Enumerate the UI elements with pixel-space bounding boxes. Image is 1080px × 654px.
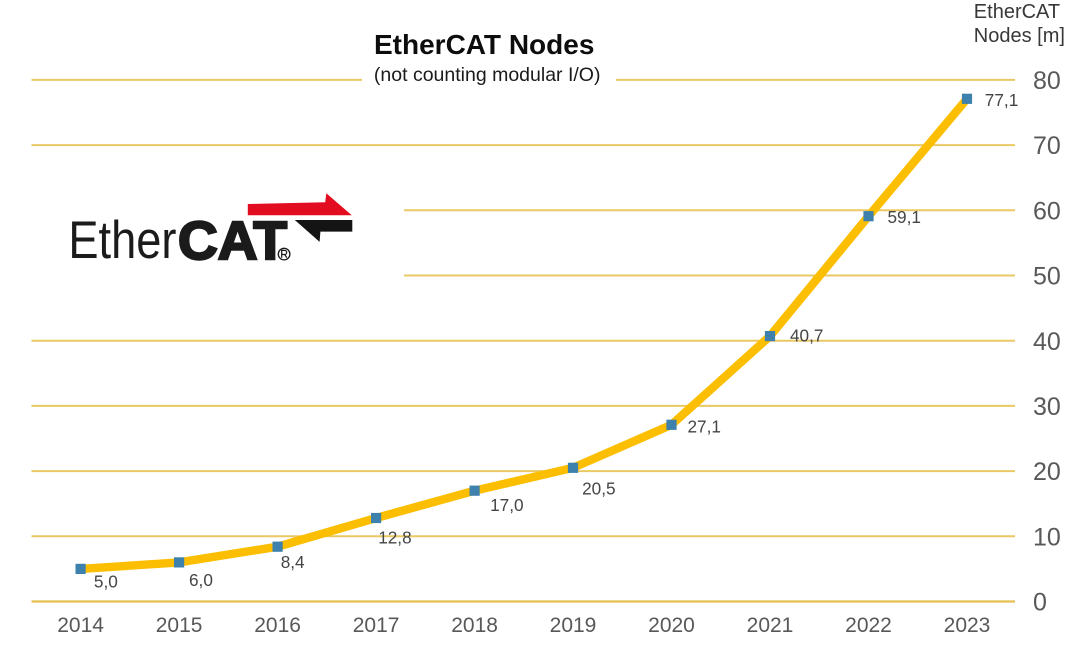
svg-text:40,7: 40,7 (790, 326, 823, 346)
svg-text:40: 40 (1033, 328, 1061, 356)
svg-text:EtherCAT: EtherCAT (974, 1, 1060, 23)
svg-text:77,1: 77,1 (985, 90, 1018, 110)
svg-text:CAT: CAT (178, 211, 287, 271)
svg-text:(not counting modular I/O): (not counting modular I/O) (374, 64, 601, 86)
svg-text:2014: 2014 (57, 614, 104, 637)
svg-text:60: 60 (1033, 197, 1061, 225)
svg-text:50: 50 (1033, 263, 1061, 291)
svg-text:30: 30 (1033, 393, 1061, 421)
svg-text:6,0: 6,0 (189, 570, 213, 590)
svg-text:Nodes [m]: Nodes [m] (974, 25, 1065, 47)
svg-text:20: 20 (1033, 458, 1061, 486)
svg-text:59,1: 59,1 (888, 207, 921, 227)
svg-text:70: 70 (1033, 132, 1061, 160)
svg-text:27,1: 27,1 (688, 417, 721, 437)
svg-text:2022: 2022 (845, 614, 892, 637)
svg-text:2021: 2021 (747, 614, 794, 637)
svg-text:20,5: 20,5 (582, 479, 615, 499)
svg-text:2023: 2023 (944, 614, 991, 637)
svg-text:0: 0 (1033, 589, 1047, 617)
svg-text:EtherCAT Nodes: EtherCAT Nodes (374, 29, 594, 60)
svg-text:8,4: 8,4 (281, 552, 305, 572)
svg-text:80: 80 (1033, 67, 1061, 95)
svg-text:12,8: 12,8 (378, 527, 411, 547)
svg-text:2020: 2020 (648, 614, 695, 637)
svg-text:17,0: 17,0 (490, 495, 523, 515)
svg-text:2018: 2018 (451, 614, 498, 637)
svg-text:2016: 2016 (254, 614, 301, 637)
svg-text:2017: 2017 (353, 614, 400, 637)
svg-text:5,0: 5,0 (94, 571, 118, 591)
svg-text:Ether: Ether (68, 211, 176, 270)
svg-text:10: 10 (1033, 523, 1061, 551)
svg-text:2019: 2019 (550, 614, 597, 637)
svg-text:2015: 2015 (156, 614, 203, 637)
